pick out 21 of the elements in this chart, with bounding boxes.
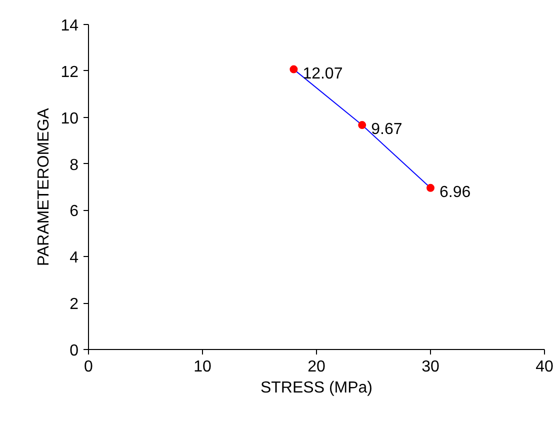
x-tick-label: 30	[422, 358, 440, 376]
y-tick-label: 6	[70, 203, 79, 220]
y-tick-label: 2	[70, 296, 79, 314]
point	[290, 65, 298, 74]
data-label: 12.07	[302, 65, 343, 82]
y-tick-label: 14	[60, 18, 79, 34]
y-tick-label: 12	[60, 64, 79, 81]
data-label: 6.96	[440, 184, 471, 201]
y-tick-label: 4	[70, 250, 79, 267]
x-tick-label: 40	[536, 358, 554, 376]
point	[358, 121, 366, 130]
data-label: 9.67	[371, 121, 402, 138]
y-tick-label: 8	[70, 156, 79, 174]
y-tick-label: 0	[70, 342, 79, 360]
y-axis-title: PARAMETEROMEGA	[36, 108, 53, 266]
y-tick-label: 10	[60, 110, 79, 128]
x-axis-title: STRESS (MPa)	[260, 380, 373, 396]
point	[426, 184, 434, 192]
x-tick-label: 20	[308, 358, 326, 376]
x-tick-label: 10	[194, 358, 212, 376]
x-tick-label: 0	[84, 358, 94, 376]
